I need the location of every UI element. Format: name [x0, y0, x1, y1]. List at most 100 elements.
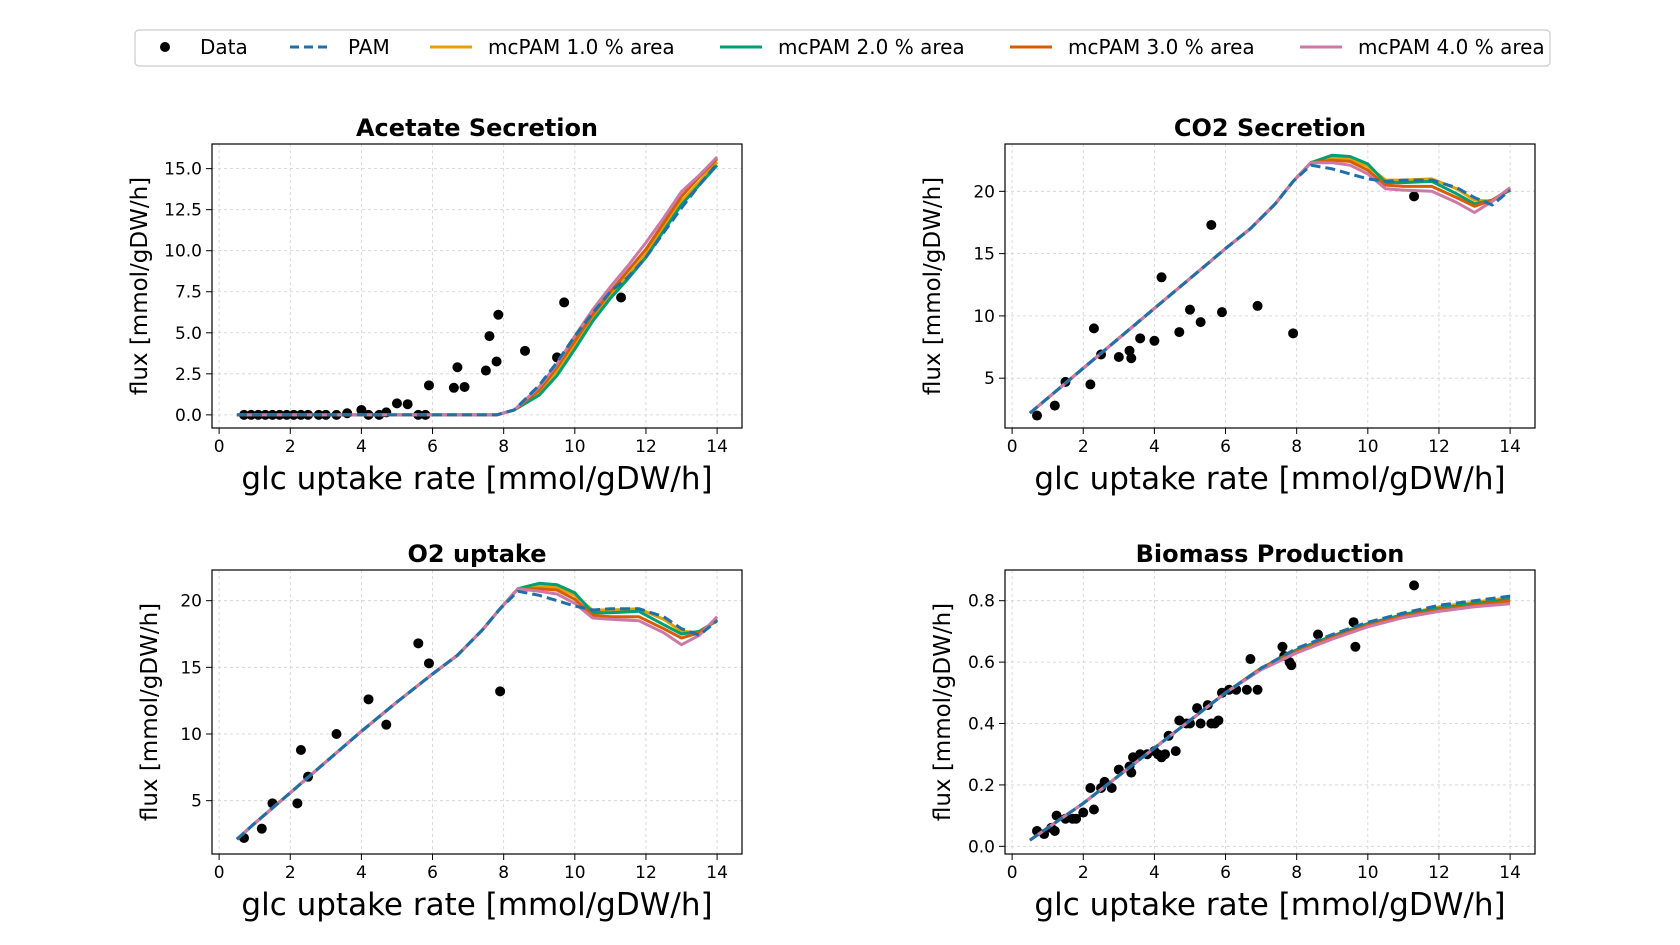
series-line-PAM [1029, 594, 1511, 842]
data-point [1241, 684, 1252, 695]
series-line-mcPAM3 [235, 587, 719, 841]
y-tick-label: 5.0 [175, 324, 202, 344]
data-point [1174, 327, 1185, 338]
data-point [452, 362, 463, 373]
data-point [1170, 746, 1181, 757]
data-point [1252, 300, 1263, 311]
x-axis-label-co2: glc uptake rate [mmol/gDW/h] [1034, 461, 1505, 497]
x-tick-label: 14 [706, 863, 728, 883]
data-point [484, 331, 495, 342]
y-ticks-acetate: 0.0 2.5 5.0 7.5 10.0 12.5 15.0 [164, 160, 212, 426]
data-point [363, 694, 374, 705]
data-point [1085, 379, 1096, 390]
model-lines-biomass [1029, 594, 1511, 842]
grid-acetate [212, 144, 742, 428]
x-tick-label: 12 [1428, 437, 1450, 457]
series-line-mcPAM4 [236, 156, 719, 417]
legend-label-mcPAM3: mcPAM 3.0 % area [1068, 35, 1255, 59]
panel-o2: 0 2 4 6 8 10 12 14 5 10 15 20 O2 uptake glc uptake ra… [137, 540, 743, 923]
series-line-PAM [236, 162, 719, 417]
x-tick-label: 12 [1428, 863, 1450, 883]
data-point [1192, 703, 1203, 714]
y-ticks-co2: 5 10 15 20 [973, 182, 1005, 389]
data-point [402, 399, 413, 410]
data-point [292, 798, 303, 809]
x-tick-label: 2 [1078, 437, 1089, 457]
data-point [1409, 580, 1420, 591]
data-point [1286, 660, 1297, 671]
data-point [559, 297, 570, 308]
data-point [520, 345, 531, 356]
data-point [1135, 333, 1146, 344]
y-tick-label: 15 [180, 658, 202, 678]
model-lines-co2 [1028, 153, 1512, 415]
data-point [331, 729, 342, 739]
x-ticks-co2: 0 2 4 6 8 10 12 14 [1007, 428, 1521, 457]
y-tick-label: 20 [180, 592, 202, 612]
y-tick-label: 2.5 [175, 365, 202, 385]
data-point [1124, 345, 1135, 356]
y-tick-label: 0.4 [968, 715, 995, 735]
series-line-PAM [1028, 163, 1512, 415]
series-line-mcPAM1 [1028, 156, 1511, 415]
data-point [1156, 272, 1167, 283]
axes-frame [211, 569, 743, 855]
data-point [459, 381, 470, 392]
data-point [480, 365, 491, 376]
grid-co2 [1005, 144, 1535, 428]
y-tick-label: 10.0 [164, 242, 202, 262]
x-ticks-acetate: 0 2 4 6 8 10 12 14 [214, 428, 728, 457]
y-axis-label-acetate: flux [mmol/gDW/h] [127, 177, 153, 395]
legend-entry-mcPAM1: mcPAM 1.0 % area [430, 35, 675, 59]
series-line-mcPAM2 [236, 164, 719, 417]
model-lines-acetate [236, 156, 719, 417]
x-tick-label: 2 [285, 437, 296, 457]
data-point [391, 398, 402, 409]
x-tick-label: 14 [706, 437, 728, 457]
y-tick-label: 12.5 [164, 201, 202, 221]
y-tick-label: 10 [973, 307, 995, 327]
x-tick-label: 8 [498, 437, 509, 457]
data-point [1216, 307, 1227, 318]
y-tick-label: 0.6 [968, 653, 995, 673]
x-tick-label: 6 [1220, 863, 1231, 883]
y-tick-label: 0.2 [968, 776, 995, 796]
data-point [616, 292, 627, 303]
data-point [1149, 335, 1160, 346]
legend: Data PAM mcPAM 1.0 % area mcPAM 2.0 % area m… [134, 29, 1551, 67]
data-point [1049, 825, 1060, 836]
data-point [1160, 749, 1171, 760]
x-tick-label: 14 [1499, 437, 1521, 457]
data-point [413, 638, 424, 649]
data-point [1078, 807, 1089, 818]
data-point [1049, 400, 1060, 411]
data-point [256, 823, 267, 834]
data-point [1113, 352, 1124, 362]
series-line-mcPAM3 [1028, 158, 1511, 415]
legend-entry-mcPAM2: mcPAM 2.0 % area [720, 35, 965, 59]
chart-panels: 0 2 4 6 8 10 12 14 0.0 2.5 5.0 7.5 10.0 12.5 15.0 Aceta… [127, 114, 1536, 923]
data-point [381, 719, 392, 730]
data-point [1032, 410, 1043, 421]
model-lines-o2 [235, 581, 719, 841]
y-tick-label: 20 [973, 182, 995, 202]
data-point [342, 408, 353, 419]
legend-entry-data: Data [160, 35, 248, 59]
data-point [1350, 641, 1361, 652]
axes-frame [1004, 569, 1536, 855]
x-tick-label: 4 [1149, 863, 1160, 883]
x-tick-label: 2 [285, 863, 296, 883]
x-tick-label: 4 [356, 437, 367, 457]
x-tick-label: 4 [1149, 437, 1160, 457]
data-point [423, 658, 434, 669]
data-point [1088, 804, 1099, 815]
x-tick-label: 0 [1007, 437, 1018, 457]
series-line-mcPAM4 [1029, 602, 1511, 842]
x-tick-label: 10 [564, 437, 586, 457]
legend-entry-PAM: PAM [290, 35, 390, 59]
data-point [295, 745, 306, 755]
y-axis-label-o2: flux [mmol/gDW/h] [137, 603, 163, 821]
chart-title-acetate: Acetate Secretion [356, 114, 598, 142]
series-line-mcPAM3 [236, 157, 719, 417]
axes-frame [1004, 143, 1536, 429]
